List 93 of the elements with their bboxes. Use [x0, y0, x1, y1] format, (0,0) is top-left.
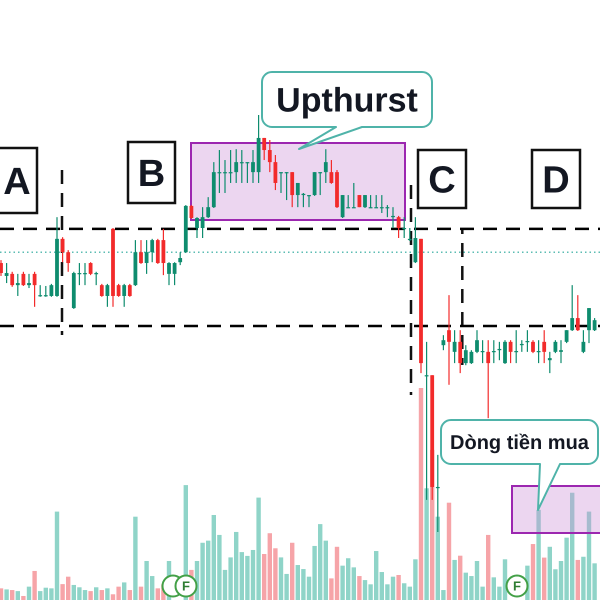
bar: [396, 574, 401, 600]
bar: [452, 560, 457, 600]
candlestick: [368, 194, 372, 209]
bar: [542, 558, 546, 600]
candlestick: [10, 271, 14, 288]
candlestick: [318, 172, 322, 196]
candlestick: [44, 285, 48, 298]
bar: [21, 596, 26, 600]
candlestick: [312, 172, 316, 196]
annotation: B: [138, 153, 166, 196]
candlestick: [66, 250, 70, 272]
candlestick: [156, 238, 160, 264]
bar: [88, 591, 93, 600]
annotation: F: [182, 578, 190, 594]
bar: [122, 582, 126, 600]
bar: [458, 556, 462, 600]
candlestick: [190, 204, 194, 220]
bar: [16, 591, 20, 600]
bar: [576, 560, 580, 600]
candlestick: [162, 228, 166, 276]
annotation: D: [542, 160, 570, 202]
bar: [4, 589, 9, 600]
bar: [486, 534, 490, 600]
candlestick: [144, 240, 148, 274]
candlestick: [386, 204, 390, 218]
candlestick: [576, 294, 580, 332]
candlestick: [531, 340, 535, 354]
candlestick: [290, 172, 294, 208]
bar: [32, 570, 37, 600]
annotation: C: [428, 160, 456, 202]
candlestick: [88, 262, 92, 276]
candlestick: [374, 194, 378, 209]
candlestick: [0, 260, 3, 277]
candlestick: [570, 284, 574, 332]
candlestick: [452, 330, 456, 364]
candlestick: [27, 273, 31, 289]
candlestick: [352, 182, 356, 209]
candlestick: [38, 284, 42, 298]
candlestick: [22, 271, 26, 287]
candlestick: [139, 240, 143, 264]
candlestick: [508, 340, 512, 364]
bar: [536, 510, 541, 600]
candlestick: [60, 236, 64, 263]
bar: [0, 588, 4, 600]
candlestick: [32, 271, 36, 308]
candlestick: [307, 194, 311, 208]
bar: [26, 586, 32, 600]
candlestick: [564, 330, 568, 344]
bar: [357, 576, 362, 600]
bar: [530, 544, 536, 600]
candlestick: [150, 238, 154, 263]
candlestick: [340, 194, 344, 219]
candlestick: [324, 148, 328, 184]
annotation: F: [513, 578, 522, 594]
candlestick: [274, 154, 278, 191]
annotation: A: [3, 161, 31, 204]
candlestick: [358, 194, 362, 208]
candlestick: [262, 137, 266, 161]
candlestick: [234, 148, 238, 184]
candlestick: [346, 194, 350, 209]
candlestick: [486, 340, 490, 419]
annotation: Upthurst: [276, 82, 418, 120]
bar: [290, 542, 294, 600]
candlestick: [106, 283, 110, 308]
candlestick: [4, 262, 8, 284]
bar: [138, 586, 144, 600]
candlestick: [363, 194, 367, 209]
annotation: Dòng tiền mua: [450, 432, 590, 454]
bar: [446, 502, 452, 600]
bar: [424, 488, 429, 600]
candlestick: [128, 283, 132, 298]
candlestick: [442, 334, 446, 351]
candlestick: [464, 344, 468, 366]
bar: [100, 590, 104, 600]
candlestick: [240, 149, 244, 184]
candlestick: [582, 330, 586, 354]
bar: [128, 590, 132, 600]
candlestick: [542, 330, 546, 364]
candlestick: [122, 283, 126, 308]
candlestick: [206, 196, 210, 219]
candlestick: [470, 350, 474, 365]
candlestick: [458, 330, 462, 374]
candlestick: [100, 283, 104, 298]
candlestick: [396, 215, 400, 239]
bar: [105, 588, 110, 600]
bar: [133, 516, 138, 600]
candlestick: [296, 182, 300, 208]
bar: [418, 388, 424, 600]
candlestick: [268, 139, 272, 173]
bar: [94, 587, 98, 600]
bar: [10, 590, 14, 600]
candlestick: [380, 194, 384, 214]
candlestick: [447, 294, 451, 386]
